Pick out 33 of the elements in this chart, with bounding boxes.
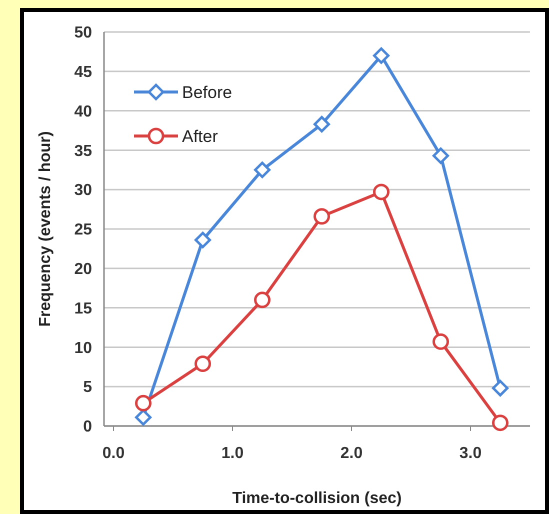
y-tick-label: 30	[74, 182, 92, 200]
point	[194, 356, 212, 372]
legend-label: Before	[182, 82, 232, 102]
y-tick-label: 50	[74, 24, 92, 42]
y-axis-title: Frequency (events / hour)	[37, 131, 54, 327]
point	[135, 409, 152, 426]
point	[432, 147, 450, 164]
point	[254, 162, 271, 178]
y-tick-label: 45	[74, 64, 92, 81]
point	[314, 208, 330, 225]
y-tick-label: 15	[74, 300, 92, 318]
y-tick-label: 20	[74, 261, 92, 278]
y-tick-label: 10	[74, 340, 92, 357]
x-axis-title: Time-to-collision (sec)	[232, 490, 402, 507]
x-tick-label: 2.0	[340, 445, 363, 462]
point	[492, 414, 508, 432]
point	[194, 232, 212, 248]
y-tick-label: 35	[74, 142, 92, 160]
point	[492, 380, 508, 396]
point	[135, 394, 152, 412]
point	[373, 184, 390, 200]
x-tick-label: 1.0	[221, 445, 244, 462]
point	[373, 47, 390, 64]
y-tick-label: 0	[83, 418, 92, 436]
y-tick-label: 40	[74, 103, 92, 120]
y-tick-label: 25	[74, 222, 92, 239]
point	[432, 333, 450, 350]
legend-label: After	[182, 126, 218, 146]
point	[314, 116, 330, 132]
point	[254, 292, 271, 308]
x-tick-label: 0.0	[102, 445, 125, 462]
y-tick-label: 5	[83, 379, 92, 396]
x-tick-label: 3.0	[459, 445, 482, 462]
